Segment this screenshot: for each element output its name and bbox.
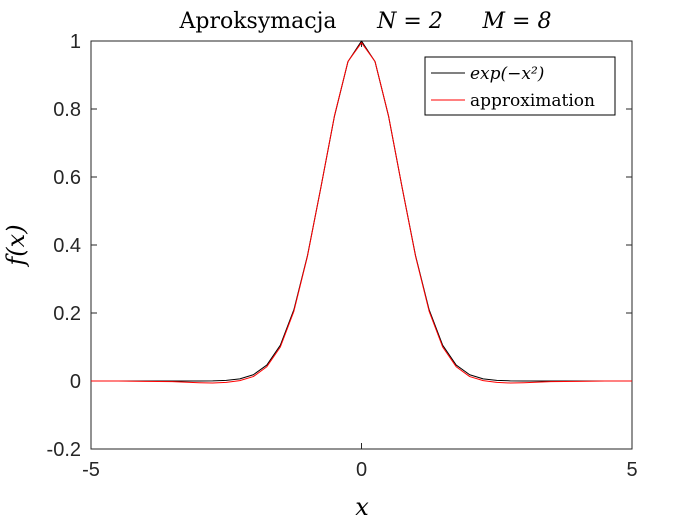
legend-label-exp: exp(−x²) (470, 64, 544, 84)
y-tick-label: 0.6 (53, 167, 81, 189)
legend-box (424, 56, 616, 116)
y-tick-label: 0 (70, 371, 81, 393)
legend-label-approx: approximation (470, 91, 595, 111)
chart-title-n: N = 2 (376, 9, 443, 34)
x-tick-label: -5 (82, 459, 100, 481)
series-line-exp (91, 40, 632, 382)
x-tick-label: 5 (626, 459, 637, 481)
y-tick-label: 1 (70, 31, 81, 53)
y-tick-label: -0.2 (47, 439, 81, 461)
chart-title-main: Aproksymacja (178, 9, 336, 34)
chart-title-m: M = 8 (482, 9, 552, 34)
x-axis-label: x (355, 493, 369, 521)
legend: exp(−x²) approximation (424, 56, 616, 116)
y-tick-label: 0.8 (53, 99, 81, 121)
y-tick-label: 0.2 (53, 303, 81, 325)
y-tick-label: 0.4 (53, 235, 81, 257)
series-line-approximation (91, 42, 632, 384)
y-axis-label: f(x) (2, 224, 30, 267)
x-tick-label: 0 (356, 459, 367, 481)
